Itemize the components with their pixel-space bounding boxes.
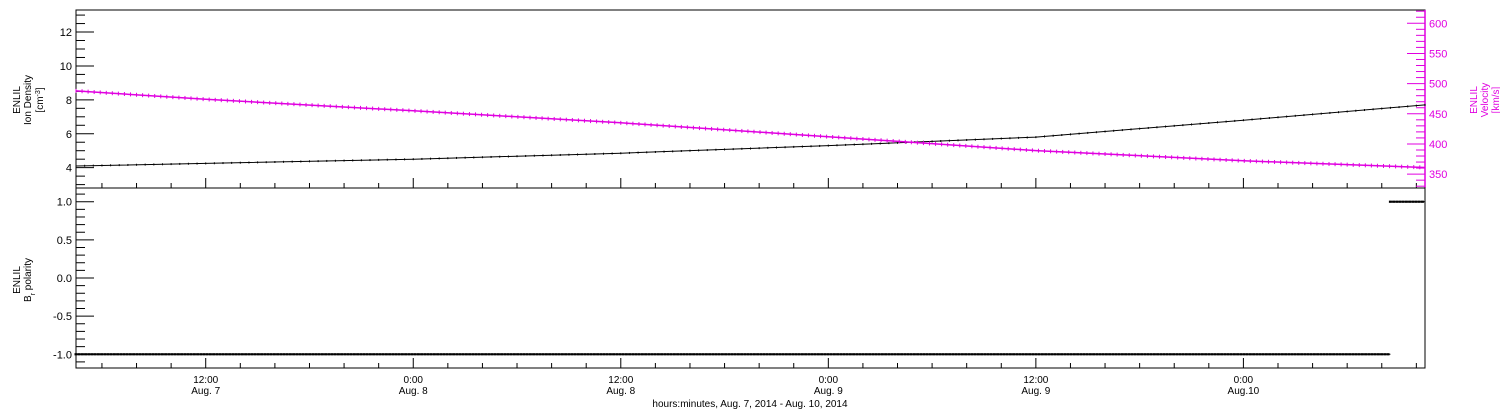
density-axis-title-line2: Ion Density — [23, 75, 34, 125]
density-tick-label: 8 — [66, 95, 72, 107]
top-panel: 4 6 8 10 12 350 400 450 500 550 600 — [60, 9, 1447, 189]
bottom-panel-frame — [75, 187, 1426, 369]
velocity-series-line — [75, 90, 1426, 169]
polarity-tick-label: 0.5 — [57, 235, 72, 247]
x-tick-date-label: Aug. 8 — [606, 386, 635, 397]
velocity-tick-label: 500 — [1429, 79, 1447, 91]
x-tick-time-label: 0:00 — [1234, 375, 1254, 386]
velocity-tick-label: 550 — [1429, 48, 1447, 60]
velocity-axis-unit: [km/s] — [1491, 86, 1500, 113]
polarity-tick-label: 0.0 — [57, 273, 72, 285]
x-tick-time-label: 12:00 — [1023, 375, 1048, 386]
density-tick-label: 6 — [66, 129, 72, 141]
x-axis-title: hours:minutes, Aug. 7, 2014 - Aug. 10, 2… — [652, 399, 848, 410]
x-tick-date-label: Aug. 9 — [814, 386, 843, 397]
polarity-tick-label: 1.0 — [57, 197, 72, 209]
density-tick-label: 4 — [66, 163, 72, 175]
velocity-tick-label: 450 — [1429, 109, 1447, 121]
density-axis-unit: [cm-3] — [35, 87, 47, 112]
polarity-axis-title-line1: ENLIL — [12, 266, 23, 294]
x-tick-time-label: 0:00 — [819, 375, 839, 386]
density-series-line — [75, 104, 1426, 167]
density-tick-label: 10 — [60, 61, 72, 73]
polarity-label-base: B — [23, 295, 34, 302]
polarity-axis-title-line2: Br polarity — [23, 258, 37, 302]
density-unit-end: ] — [35, 87, 46, 90]
x-tick-date-label: Aug. 8 — [399, 386, 428, 397]
density-axis-title-line1: ENLIL — [12, 86, 23, 114]
density-tick-label: 12 — [60, 27, 72, 39]
bottom-panel: -1.0 -0.5 0.0 0.5 1.0 — [53, 187, 1426, 369]
x-tick-date-label: Aug.10 — [1228, 386, 1260, 397]
x-tick-time-label: 0:00 — [404, 375, 424, 386]
polarity-tick-label: -1.0 — [53, 349, 72, 361]
polarity-label-sub: r — [30, 292, 37, 295]
density-unit-base: [cm — [35, 96, 46, 112]
polarity-label-end: polarity — [23, 258, 34, 293]
x-tick-time-label: 12:00 — [608, 375, 633, 386]
density-unit-sup: -3 — [35, 90, 42, 96]
x-tick-date-label: Aug. 9 — [1021, 386, 1050, 397]
velocity-tick-label: 600 — [1429, 18, 1447, 30]
velocity-tick-label: 400 — [1429, 139, 1447, 151]
x-tick-date-label: Aug. 7 — [191, 386, 220, 397]
velocity-tick-label: 350 — [1429, 169, 1447, 181]
x-tick-time-label: 12:00 — [193, 375, 218, 386]
polarity-tick-label: -0.5 — [53, 311, 72, 323]
velocity-axis-title-line2: Velocity — [1480, 83, 1491, 117]
velocity-axis-title-line1: ENLIL — [1469, 86, 1480, 114]
top-panel-frame — [75, 9, 1426, 189]
